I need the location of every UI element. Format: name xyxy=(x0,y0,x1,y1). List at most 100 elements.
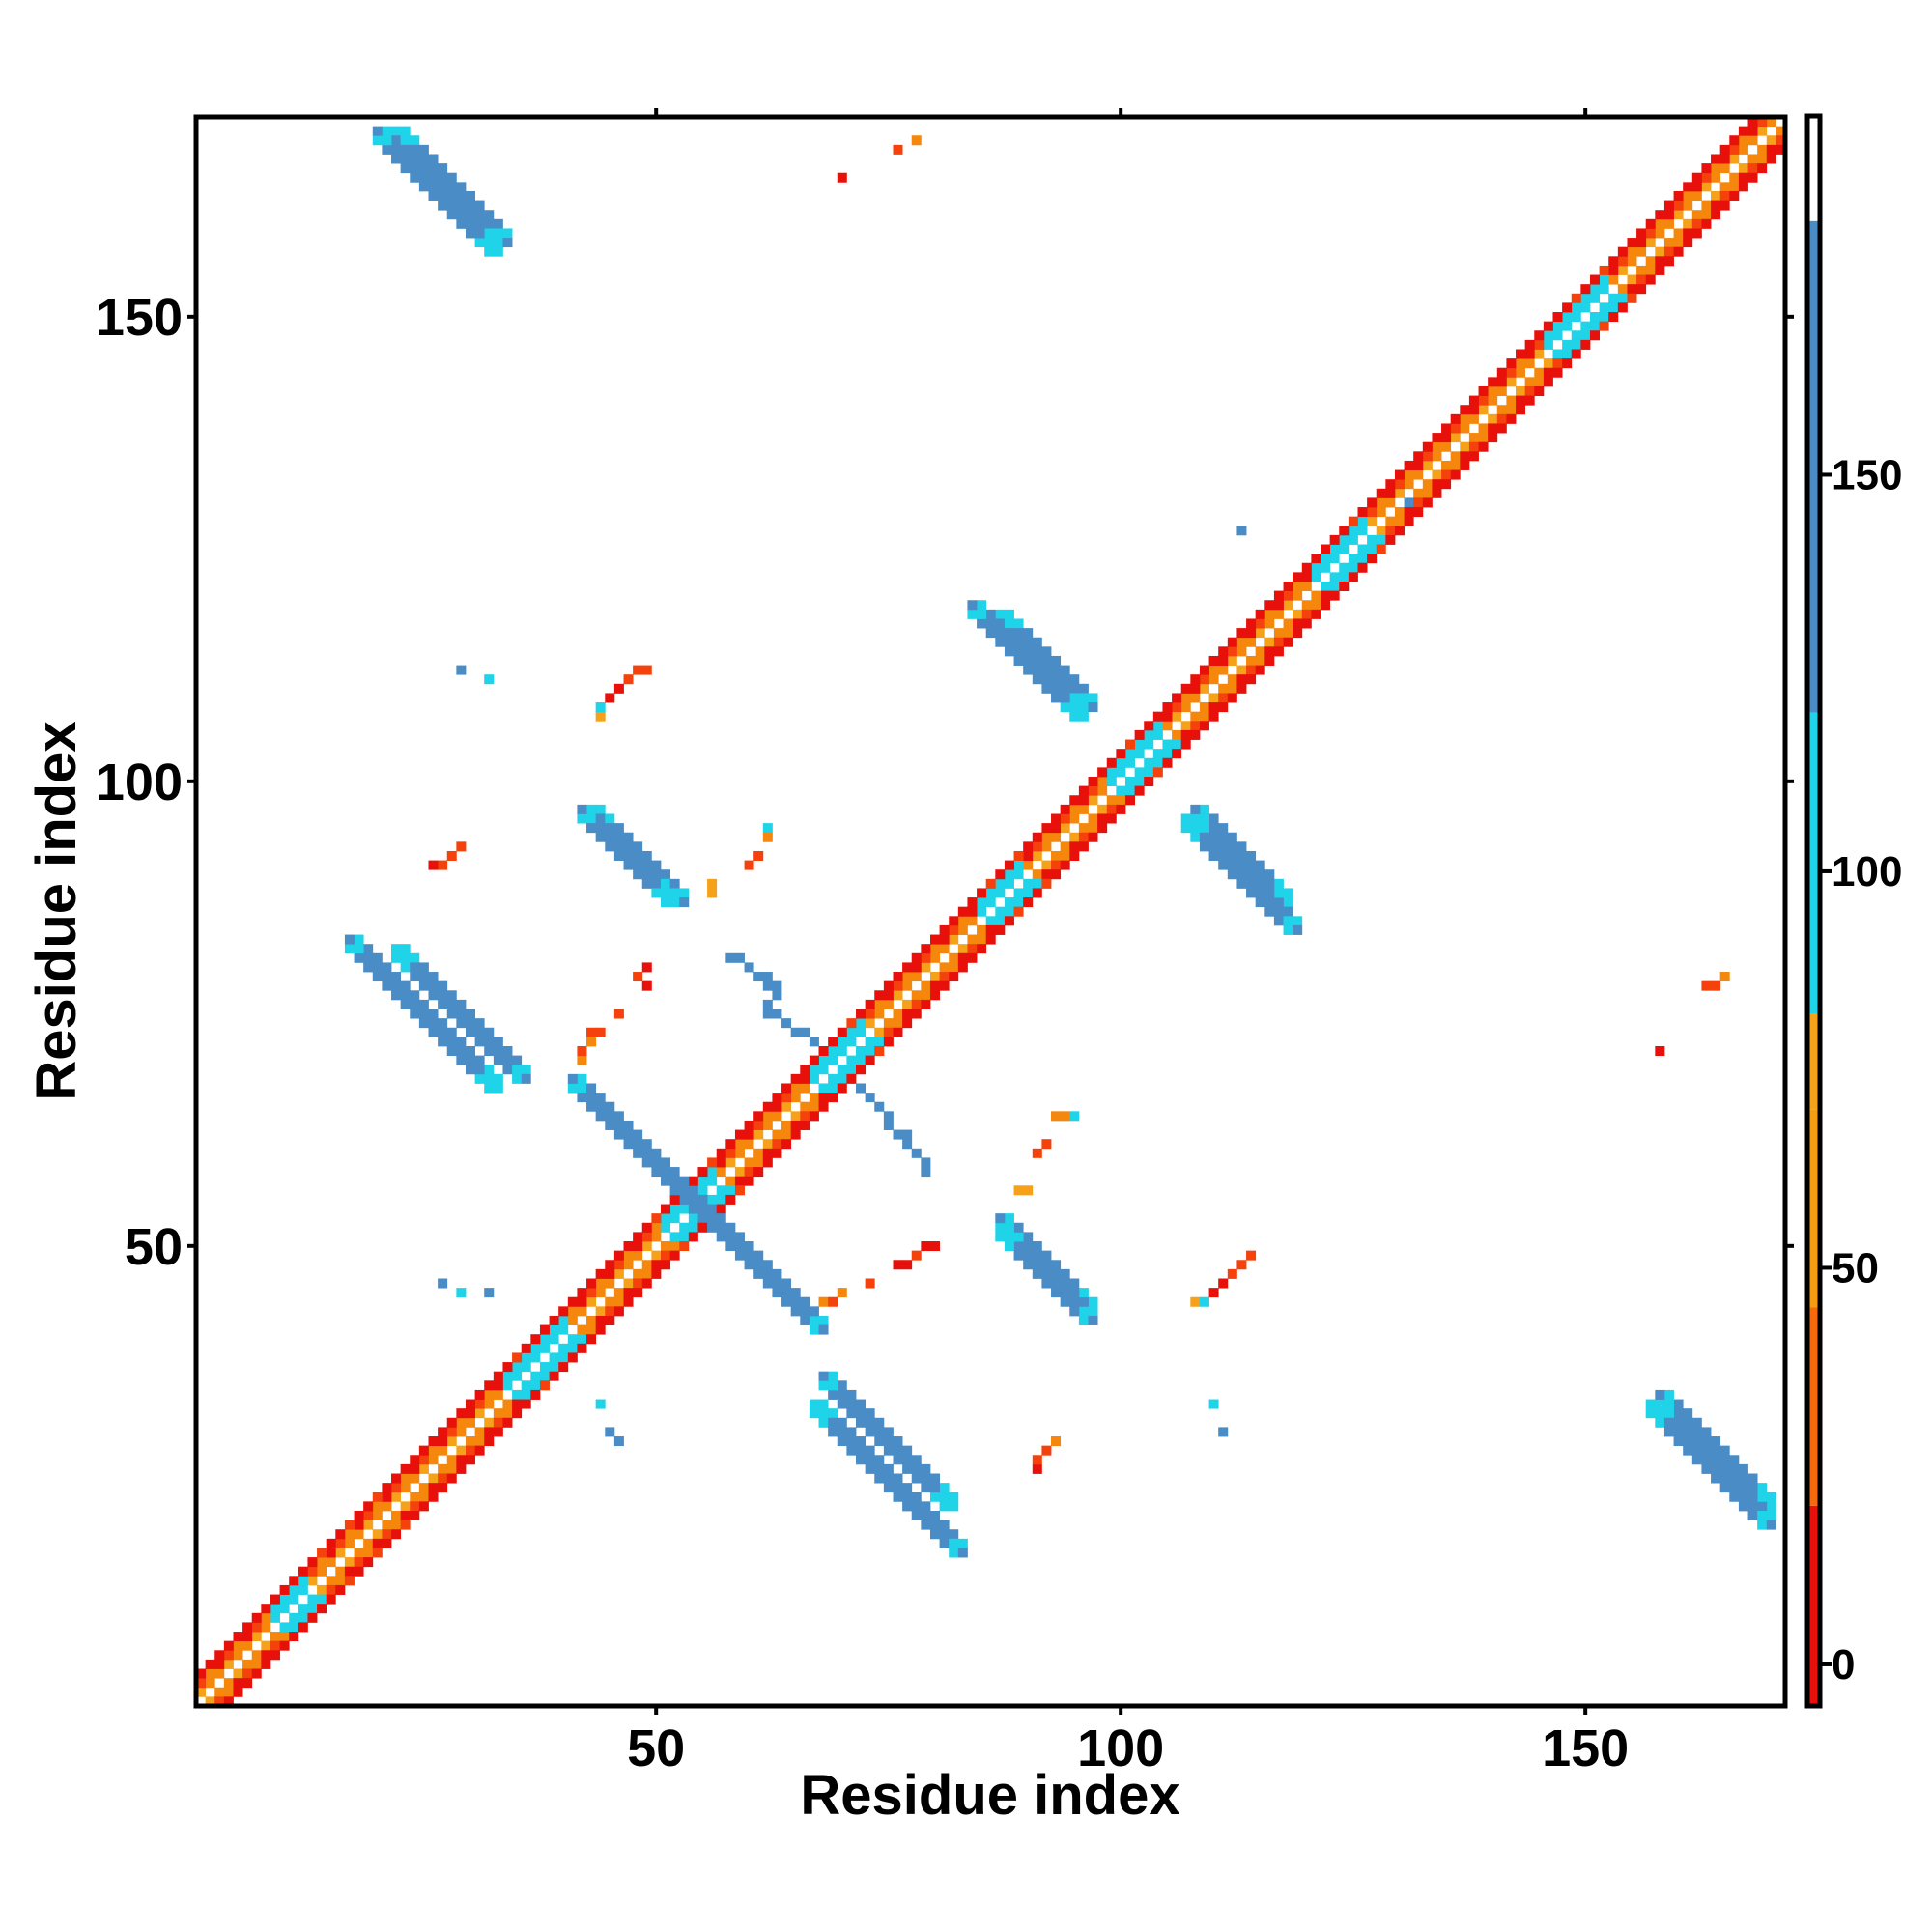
heatmap-cell xyxy=(363,1548,374,1558)
heatmap-cell xyxy=(911,1473,922,1484)
heatmap-cell xyxy=(1552,330,1563,341)
heatmap-cell xyxy=(1032,878,1042,889)
heatmap-cell xyxy=(1711,980,1721,991)
heatmap-cell xyxy=(809,1408,819,1419)
heatmap-cell xyxy=(1432,433,1442,443)
heatmap-cell xyxy=(1376,544,1386,554)
heatmap-cell xyxy=(883,1037,894,1047)
heatmap-cell xyxy=(1524,349,1535,359)
heatmap-cell xyxy=(790,1111,801,1122)
heatmap-cell xyxy=(438,1445,448,1456)
heatmap-cell xyxy=(865,1417,875,1428)
colorbar-band xyxy=(1809,1109,1818,1308)
heatmap-cell xyxy=(985,934,996,945)
heatmap-cell xyxy=(586,1288,597,1298)
heatmap-cell xyxy=(1227,683,1237,694)
heatmap-cell xyxy=(567,1343,578,1353)
heatmap-cell xyxy=(391,1492,402,1502)
heatmap-cell xyxy=(446,850,457,861)
heatmap-cell xyxy=(428,972,439,982)
heatmap-cell xyxy=(1413,451,1424,462)
heatmap-cell xyxy=(577,804,587,814)
heatmap-cell xyxy=(1051,869,1062,880)
heatmap-cell xyxy=(474,1436,485,1447)
heatmap-cell xyxy=(1441,469,1452,480)
colorbar-band xyxy=(1809,220,1818,713)
heatmap-cell xyxy=(977,600,987,611)
heatmap-cell xyxy=(772,1148,782,1158)
heatmap-cell xyxy=(391,1529,402,1540)
heatmap-cell xyxy=(605,841,615,852)
heatmap-cell xyxy=(874,1417,885,1428)
heatmap-cell xyxy=(1246,850,1257,861)
heatmap-cell xyxy=(354,1510,364,1520)
heatmap-cell xyxy=(753,1129,764,1140)
heatmap-cell xyxy=(1506,358,1517,369)
heatmap-cell xyxy=(605,1111,615,1122)
heatmap-cell xyxy=(418,163,429,174)
heatmap-cell xyxy=(929,1483,940,1493)
heatmap-cell xyxy=(289,1632,299,1642)
heatmap-cell xyxy=(418,1455,429,1465)
x-tick-label: 150 xyxy=(1542,1719,1629,1777)
heatmap-cell xyxy=(790,1083,801,1094)
heatmap-cell xyxy=(716,1232,726,1242)
heatmap-cell xyxy=(1589,312,1600,323)
heatmap-cell xyxy=(1450,423,1461,434)
heatmap-cell xyxy=(1004,906,1014,917)
heatmap-cell xyxy=(902,1139,913,1150)
heatmap-cell xyxy=(474,1018,485,1029)
heatmap-cell xyxy=(613,683,624,694)
heatmap-cell xyxy=(1691,1455,1702,1465)
heatmap-cell xyxy=(1078,1306,1089,1317)
heatmap-cell xyxy=(1255,665,1265,675)
heatmap-cell xyxy=(613,1296,624,1307)
heatmap-cell xyxy=(902,1483,913,1493)
heatmap-cell xyxy=(1041,655,1052,666)
heatmap-cell xyxy=(1180,823,1191,834)
heatmap-cell xyxy=(762,972,773,982)
heatmap-cell xyxy=(1060,674,1070,685)
heatmap-cell xyxy=(1663,1408,1674,1419)
heatmap-cell xyxy=(818,1399,829,1409)
heatmap-cell xyxy=(957,1538,968,1548)
heatmap-cell xyxy=(957,906,968,917)
heatmap-cell xyxy=(669,888,680,898)
heatmap-cell xyxy=(577,1334,587,1345)
heatmap-cell xyxy=(1208,823,1219,834)
heatmap-cell xyxy=(762,1268,773,1279)
heatmap-cell xyxy=(977,944,987,954)
heatmap-cell xyxy=(344,934,355,945)
heatmap-cell xyxy=(1051,1268,1062,1279)
heatmap-cell xyxy=(1683,1408,1693,1419)
heatmap-cell xyxy=(512,1371,523,1381)
heatmap-cell xyxy=(1357,554,1368,564)
heatmap-cell xyxy=(410,1492,420,1502)
heatmap-cell xyxy=(605,813,615,824)
heatmap-cell xyxy=(1116,767,1126,778)
heatmap-cell xyxy=(707,878,718,889)
heatmap-cell xyxy=(660,878,671,889)
heatmap-cell xyxy=(623,1120,634,1130)
heatmap-cell xyxy=(921,999,931,1009)
heatmap-cell xyxy=(1190,813,1201,824)
heatmap-cell xyxy=(688,1176,698,1186)
heatmap-cell xyxy=(809,1101,819,1112)
heatmap-cell xyxy=(800,1296,810,1307)
heatmap-cell xyxy=(1738,126,1748,136)
heatmap-cell xyxy=(1013,637,1024,647)
heatmap-cell xyxy=(734,1148,745,1158)
heatmap-cell xyxy=(856,1055,867,1065)
heatmap-cell xyxy=(957,952,968,963)
heatmap-cell xyxy=(1264,646,1275,657)
heatmap-cell xyxy=(679,1194,690,1205)
heatmap-cell xyxy=(465,200,475,211)
heatmap-cell xyxy=(1719,1445,1730,1456)
heatmap-cell xyxy=(1236,850,1247,861)
heatmap-cell xyxy=(400,1501,411,1512)
heatmap-cell xyxy=(1004,1213,1014,1224)
heatmap-cell xyxy=(744,1120,754,1130)
heatmap-cell xyxy=(985,878,996,889)
heatmap-cell xyxy=(1236,637,1247,647)
heatmap-cell xyxy=(1571,293,1581,303)
